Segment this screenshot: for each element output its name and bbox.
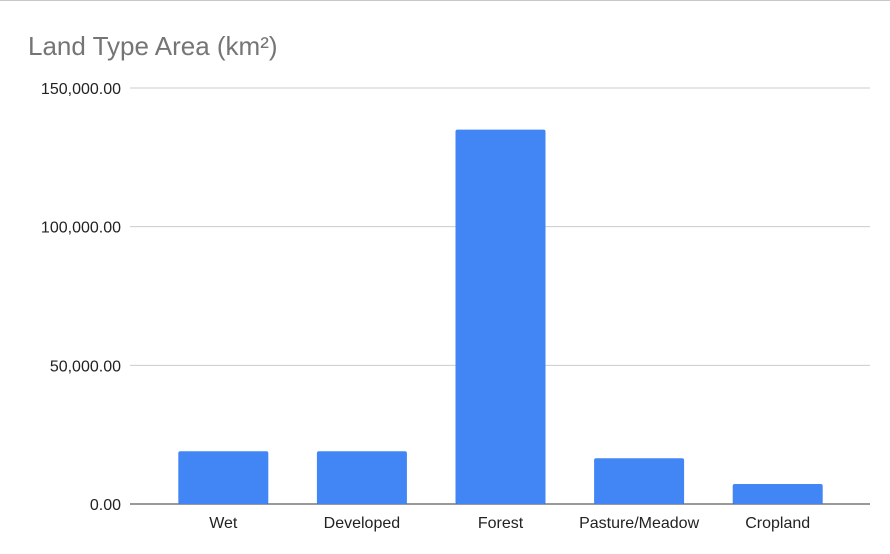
x-tick-label: Wet (209, 515, 238, 532)
x-tick-label: Cropland (745, 515, 810, 532)
y-axis-ticks: 0.00 50,000.00 100,000.00 150,000.00 (41, 81, 121, 514)
x-axis-ticks: Wet Developed Forest Pasture/Meadow Cropland (209, 515, 810, 532)
bars (178, 129, 823, 504)
y-tick-label: 150,000.00 (41, 81, 121, 98)
bar-pasture-meadow (594, 458, 685, 504)
chart-title: Land Type Area (km²) (28, 31, 278, 61)
x-tick-label: Developed (324, 515, 401, 532)
x-tick-label: Forest (478, 515, 524, 532)
y-tick-label: 100,000.00 (41, 220, 121, 237)
y-tick-label: 0.00 (90, 497, 121, 514)
bar-forest (455, 129, 546, 504)
bar-developed (316, 451, 407, 504)
y-tick-label: 50,000.00 (50, 358, 121, 375)
x-tick-label: Pasture/Meadow (579, 515, 700, 532)
bar-wet (178, 451, 269, 504)
bar-cropland (732, 484, 823, 504)
